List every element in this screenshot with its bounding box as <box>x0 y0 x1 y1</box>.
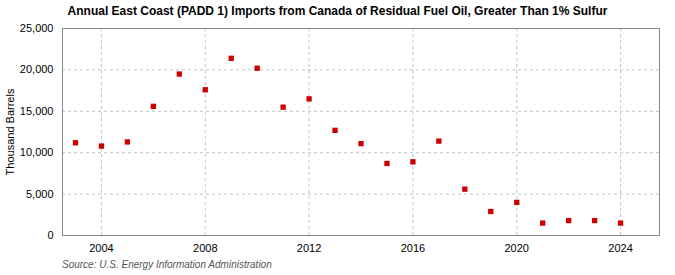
svg-text:2012: 2012 <box>297 243 321 255</box>
svg-text:5,000: 5,000 <box>26 188 54 200</box>
svg-text:2020: 2020 <box>504 243 528 255</box>
html-text:Source: U.S. Energy Informatio: Source: U.S. Energy Information Administ… <box>62 259 272 271</box>
svg-text:2004: 2004 <box>89 243 113 255</box>
svg-text:20,000: 20,000 <box>20 64 54 76</box>
svg-text:10,000: 10,000 <box>20 147 54 159</box>
html-text:Annual East Coast (PADD 1) Imp: Annual East Coast (PADD 1) Imports from … <box>67 4 608 18</box>
svg-text:25,000: 25,000 <box>20 22 54 34</box>
svg-text:2024: 2024 <box>608 243 632 255</box>
svg-text:0: 0 <box>47 229 53 241</box>
svg-text:2008: 2008 <box>193 243 217 255</box>
svg-text:2016: 2016 <box>401 243 425 255</box>
svg-text:Thousand Barrels: Thousand Barrels <box>4 88 16 175</box>
svg-text:15,000: 15,000 <box>20 105 54 117</box>
